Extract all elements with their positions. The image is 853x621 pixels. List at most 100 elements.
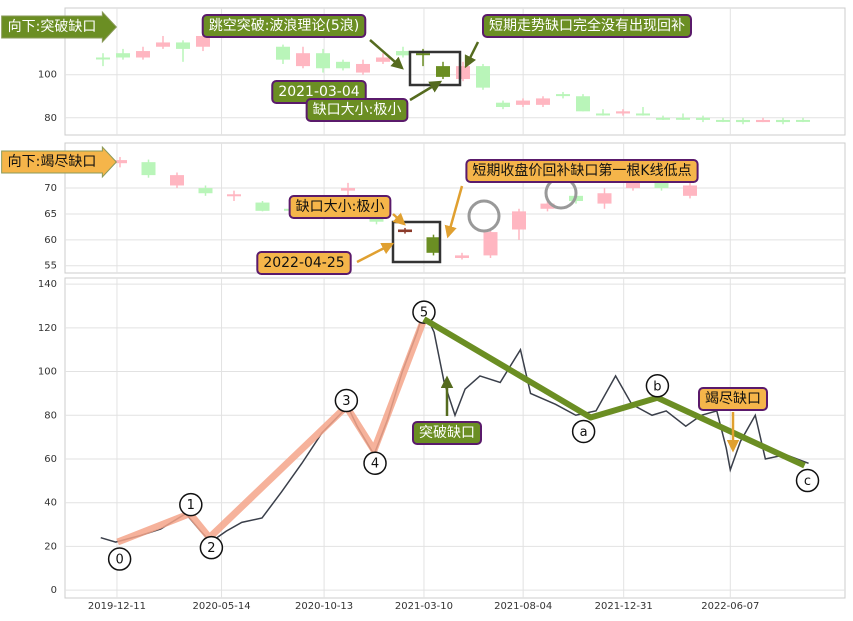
annotation: 缺口大小:极小	[305, 98, 409, 122]
annotation-text: 缺口大小:极小	[296, 199, 385, 215]
annotation-box	[465, 159, 699, 183]
candle-body	[416, 53, 430, 56]
annotation-arrow	[444, 185, 464, 239]
candle-body	[113, 160, 127, 164]
annotation: 2022-04-25	[256, 251, 352, 275]
annotation-text: 突破缺口	[419, 425, 475, 441]
candle-body	[654, 182, 669, 189]
y-tick-label: 100	[38, 70, 57, 81]
candle-body	[496, 102, 510, 108]
candle-body	[512, 211, 526, 230]
candle-body	[676, 117, 690, 120]
candle-body	[576, 96, 590, 112]
annotation-arrow	[392, 212, 406, 226]
y-tick-label: 40	[44, 498, 57, 509]
y-tick-label: 60	[44, 454, 57, 465]
candle-body	[656, 117, 670, 120]
candle-body	[540, 203, 555, 209]
wave-label: 0	[115, 553, 123, 568]
candle-body	[483, 232, 498, 256]
annotation-text: 短期收盘价回补缺口第一根K线低点	[472, 162, 691, 179]
candle-body	[96, 57, 110, 60]
candle-body	[156, 42, 170, 47]
gap-circle	[467, 199, 501, 233]
wave-marker	[199, 535, 224, 560]
y-tick-label: 65	[44, 209, 57, 220]
annotation-text: 竭尽缺口	[705, 391, 761, 407]
candle-body	[636, 113, 650, 116]
candle-body	[436, 66, 450, 77]
wave-label: 3	[342, 394, 350, 409]
annotation-arrow	[369, 39, 404, 70]
x-tick-label: 2021-08-04	[494, 601, 552, 612]
y-tick-label: 140	[38, 279, 57, 290]
wave-marker	[107, 547, 132, 571]
x-tick-label: 2021-12-31	[595, 601, 653, 612]
candle-body	[356, 63, 370, 73]
wave-marker	[179, 492, 203, 517]
candle-body	[626, 180, 640, 189]
annotation-arrow	[464, 41, 480, 69]
candle-body	[516, 100, 530, 105]
y-tick-label: 100	[38, 367, 57, 378]
annotation: 跳空突破:波浪理论(5浪)	[201, 14, 367, 38]
annotation-arrow	[409, 80, 443, 102]
candle-body	[170, 175, 184, 186]
x-tick-label: 2020-10-13	[295, 601, 353, 612]
annotation-box	[1, 10, 118, 44]
candle-body	[341, 188, 355, 191]
wave-label: b	[653, 379, 661, 394]
x-tick-label: 2022-06-07	[701, 601, 759, 612]
y-tick-label: 20	[44, 541, 57, 552]
candle-body	[316, 53, 330, 69]
candle-body	[296, 53, 310, 67]
annotation: 缺口大小:极小	[288, 195, 392, 219]
candle-body	[756, 119, 770, 123]
wave-marker	[645, 374, 670, 398]
wave-line	[116, 317, 428, 546]
wave-marker	[795, 468, 820, 493]
candle-body	[176, 42, 190, 49]
candle-body	[616, 111, 630, 114]
annotation-box	[482, 14, 692, 38]
candle-body	[683, 185, 697, 196]
wave-label: 5	[420, 306, 428, 321]
candle-body	[426, 237, 441, 253]
candle-body	[536, 98, 550, 105]
annotation: 向下:突破缺口	[1, 10, 118, 44]
candle-body	[116, 53, 130, 58]
annotation: 短期走势缺口完全没有出现回补	[482, 14, 692, 38]
candle-body	[336, 61, 350, 69]
annotation-box	[305, 98, 409, 122]
annotation-text: 2021-03-04	[278, 84, 359, 100]
y-tick-label: 0	[51, 585, 57, 596]
annotation: 突破缺口	[412, 421, 482, 445]
annotation-text: 2022-04-25	[263, 255, 344, 271]
y-tick-label: 120	[38, 323, 57, 334]
wave-label: 2	[207, 541, 215, 556]
candle-body	[136, 51, 150, 58]
annotation-box	[288, 195, 392, 219]
candle-body	[736, 119, 750, 123]
annotation-text: 短期走势缺口完全没有出现回补	[489, 17, 685, 34]
candle-body	[141, 162, 156, 176]
candle-body	[196, 35, 210, 47]
x-tick-label: 2019-12-11	[88, 601, 146, 612]
candle-body	[369, 216, 384, 222]
wave-label: c	[804, 474, 811, 489]
y-tick-label: 55	[44, 261, 57, 272]
candle-body	[227, 194, 241, 197]
annotation: 竭尽缺口	[698, 387, 768, 411]
line	[100, 308, 809, 544]
wave-marker	[334, 388, 359, 413]
wave-marker	[571, 419, 596, 444]
annotation-arrow	[356, 242, 395, 264]
candle-body	[255, 202, 270, 211]
annotation-box	[201, 14, 367, 38]
candle-body	[696, 117, 710, 120]
wave-line	[422, 316, 806, 469]
candle-body	[776, 119, 790, 123]
candle-body	[455, 255, 469, 258]
x-tick-label: 2020-05-14	[192, 601, 250, 612]
